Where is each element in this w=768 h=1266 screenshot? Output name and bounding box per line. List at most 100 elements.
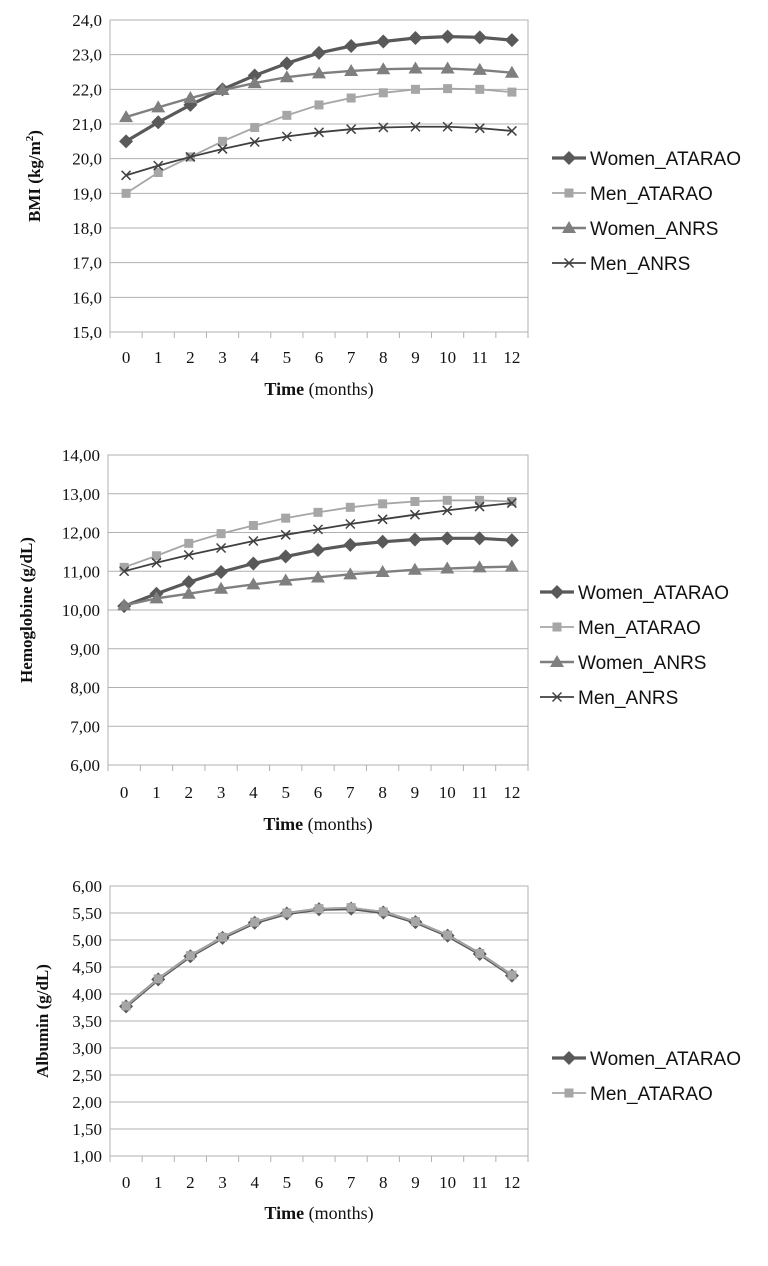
- legend-marker: [562, 221, 576, 233]
- x-tick-label: 5: [283, 348, 292, 367]
- series-Men_ATARAO: [119, 495, 517, 572]
- data-point: [119, 134, 134, 149]
- data-point: [278, 573, 293, 586]
- x-tick-label: 0: [122, 348, 131, 367]
- data-point: [410, 121, 421, 132]
- y-tick-label: 21,0: [72, 115, 102, 134]
- data-point: [378, 88, 388, 98]
- x-tick-label: 7: [347, 348, 356, 367]
- x-tick-label: 10: [439, 1173, 456, 1192]
- y-tick-label: 6,00: [72, 877, 102, 896]
- data-point: [121, 188, 131, 198]
- data-point: [346, 93, 356, 103]
- legend-marker: [562, 151, 576, 165]
- data-point: [375, 534, 390, 549]
- y-axis-label: Albumin (g/dL): [33, 964, 52, 1078]
- legend-marker: [550, 655, 564, 667]
- data-point: [376, 62, 391, 75]
- y-tick-label: 4,00: [72, 985, 102, 1004]
- data-point: [185, 951, 195, 961]
- plot-area: [109, 19, 529, 333]
- data-point: [378, 499, 388, 509]
- legend-label: Women_ANRS: [590, 219, 718, 240]
- legend-entry: Men_ATARAO: [552, 184, 713, 205]
- albumin-chart-panel: 1,00 1,50 2,00 2,50 3,00 3,50 4,00 4,50 5,00 5,50…: [0, 860, 768, 1266]
- data-point: [504, 65, 519, 78]
- data-point: [377, 514, 388, 525]
- data-point: [345, 518, 356, 530]
- bmi-chart: 15,0 16,0 17,0 18,0 19,0 20,0 21,0 22,0 23,0 24,0…: [24, 11, 741, 400]
- legend-label: Women_ATARAO: [590, 149, 741, 170]
- legend-entry: Women_ATARAO: [540, 583, 729, 604]
- data-point: [282, 908, 292, 918]
- x-tick-label: 2: [185, 783, 194, 802]
- data-point: [281, 513, 291, 523]
- legend-entry: Men_ANRS: [540, 688, 678, 709]
- data-point: [344, 63, 359, 76]
- data-point: [249, 136, 260, 148]
- data-point: [472, 560, 487, 573]
- x-tick-label: 3: [218, 1173, 227, 1192]
- legend-label: Women_ATARAO: [590, 1049, 741, 1070]
- legend-label: Men_ATARAO: [590, 184, 713, 205]
- legend-entry: Women_ANRS: [552, 219, 718, 240]
- y-tick-label: 9,00: [70, 640, 100, 659]
- x-tick-label: 10: [439, 348, 456, 367]
- x-tick-label: 12: [503, 348, 520, 367]
- data-point: [151, 100, 166, 113]
- y-tick-label: 18,0: [72, 219, 102, 238]
- legend-marker: [564, 188, 574, 198]
- y-tick-label: 16,0: [72, 288, 102, 307]
- y-tick-label: 3,00: [72, 1039, 102, 1058]
- x-tick-label: 9: [411, 1173, 420, 1192]
- data-point: [408, 61, 423, 74]
- x-tick-label: 11: [471, 783, 487, 802]
- data-point: [345, 502, 355, 512]
- x-tick-label: 9: [411, 348, 420, 367]
- x-tick-label: 7: [347, 1173, 356, 1192]
- series-Women_ANRS: [117, 559, 519, 611]
- data-point: [440, 61, 455, 74]
- data-point: [443, 84, 453, 94]
- data-point: [312, 45, 326, 60]
- series-line: [125, 125, 513, 177]
- data-point: [442, 505, 453, 516]
- y-tick-label: 22,0: [72, 80, 102, 99]
- data-point: [184, 538, 194, 548]
- x-tick-label: 11: [472, 348, 488, 367]
- data-point: [314, 904, 324, 914]
- data-point: [474, 501, 485, 512]
- x-tick-label: 5: [281, 783, 290, 802]
- legend-marker: [551, 691, 563, 703]
- data-point: [472, 30, 487, 45]
- data-point: [506, 125, 517, 136]
- legend-label: Women_ATARAO: [578, 583, 729, 604]
- data-point: [475, 495, 485, 505]
- x-tick-label: 1: [154, 348, 163, 367]
- y-tick-label: 1,00: [72, 1147, 102, 1166]
- series-Men_ANRS: [119, 498, 517, 577]
- data-point: [504, 33, 519, 48]
- data-point: [117, 598, 132, 611]
- data-point: [507, 497, 517, 506]
- x-tick-label: 2: [186, 1173, 195, 1192]
- data-point: [248, 535, 259, 547]
- data-point: [218, 932, 228, 942]
- x-tick-label: 3: [218, 348, 227, 367]
- hemoglobine-chart-panel: 6,00 7,00 8,00 9,00 10,00 11,00 12,00 13,00 14,0…: [0, 430, 768, 850]
- x-tick-label: 8: [379, 1173, 388, 1192]
- y-axis-label: Hemoglobine (g/dL): [17, 537, 36, 683]
- data-point: [121, 170, 132, 181]
- data-point: [119, 110, 134, 123]
- data-point: [409, 509, 420, 520]
- data-point: [407, 532, 422, 547]
- y-tick-label: 1,50: [72, 1120, 102, 1139]
- legend-label: Men_ATARAO: [590, 1084, 713, 1105]
- data-point: [311, 570, 325, 583]
- data-point: [311, 542, 325, 557]
- data-point: [151, 551, 161, 561]
- legend-marker: [564, 1088, 574, 1098]
- data-point: [151, 115, 166, 130]
- data-point: [281, 131, 292, 142]
- bmi-chart-panel: 15,0 16,0 17,0 18,0 19,0 20,0 21,0 22,0 23,0 24,0…: [0, 0, 768, 420]
